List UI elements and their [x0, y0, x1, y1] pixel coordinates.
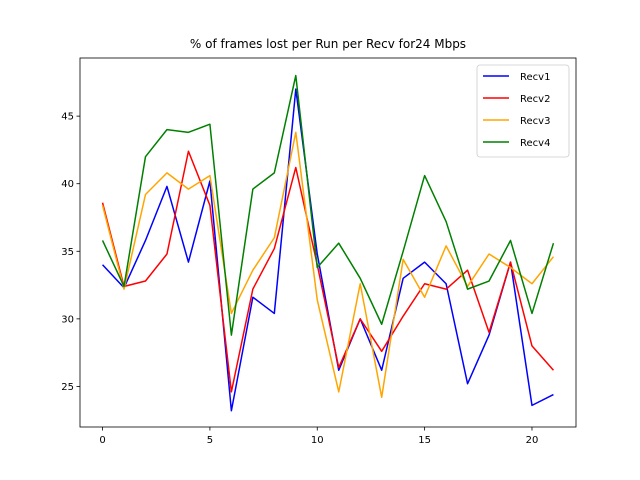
x-tick-label: 20 [526, 435, 539, 446]
legend-label-recv2: Recv2 [520, 94, 550, 105]
legend-label-recv1: Recv1 [520, 72, 550, 83]
series-line-recv2 [101, 150, 555, 393]
axes-layer: 0 5 10 15 20 25 30 35 40 45 [61, 57, 577, 446]
axes-frame [79, 57, 577, 428]
legend: Recv1 Recv2 Recv3 Recv4 [476, 64, 570, 158]
x-tick-label: 0 [99, 435, 105, 446]
series-line-recv3 [101, 131, 555, 399]
series-line-recv4 [101, 74, 555, 336]
series-layer [101, 74, 555, 412]
y-tick-label: 40 [61, 179, 74, 190]
y-tick-label: 45 [61, 112, 74, 123]
legend-box [476, 64, 570, 158]
legend-label-recv3: Recv3 [520, 116, 550, 127]
series-line-recv1 [102, 88, 554, 412]
chart-title: % of frames lost per Run per Recv for24 … [190, 37, 466, 51]
legend-label-recv4: Recv4 [520, 138, 550, 149]
y-tick-label: 35 [61, 247, 74, 258]
x-tick-label: 15 [418, 435, 431, 446]
y-tick-label: 30 [61, 314, 74, 325]
x-tick-label: 10 [311, 435, 324, 446]
y-tick-label: 25 [61, 382, 74, 393]
x-tick-label: 5 [207, 435, 213, 446]
